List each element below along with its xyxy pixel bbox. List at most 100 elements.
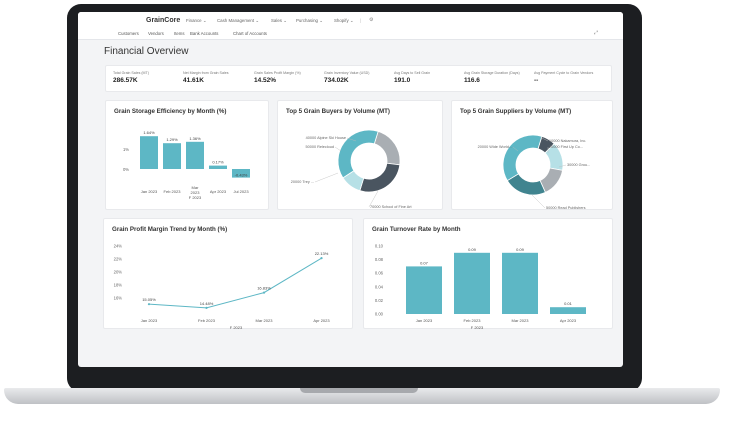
y-tick-label: 0.10 bbox=[375, 244, 384, 249]
y-tick-label: 0.06 bbox=[375, 271, 384, 276]
pie-slice bbox=[337, 129, 379, 179]
turnover-rate-chart: 0.10 0.08 0.06 0.04 0.02 0.00 0.07 Jan 2023 0.09… bbox=[375, 244, 586, 330]
y-tick-label: 1% bbox=[123, 147, 129, 152]
submenu-chart-of-accounts[interactable]: Chart of Accounts bbox=[233, 31, 267, 36]
bar bbox=[454, 252, 490, 314]
y-tick-label: 24% bbox=[114, 244, 123, 249]
y-tick-label: 20% bbox=[114, 270, 123, 275]
label-leader bbox=[334, 146, 342, 152]
chart-title: Grain Profit Margin Trend by Month (%) bbox=[112, 226, 228, 233]
top-buyers-card: Top 5 Grain Buyers by Volume (MT) 40000 … bbox=[277, 100, 443, 210]
y-tick-label: 0.00 bbox=[375, 312, 384, 317]
label-leader bbox=[368, 190, 379, 208]
submenu-customers[interactable]: Customers bbox=[118, 31, 139, 36]
data-label: -0.43% bbox=[235, 173, 248, 178]
bar bbox=[550, 307, 586, 314]
slice-label: 50000 Relecloud bbox=[306, 145, 335, 149]
bar bbox=[140, 136, 158, 169]
label-leader bbox=[558, 164, 567, 168]
chevron-down-icon: ⌄ bbox=[349, 18, 354, 23]
chevron-down-icon: ⌄ bbox=[283, 18, 287, 23]
data-label: 1.64% bbox=[143, 130, 155, 135]
data-point bbox=[147, 303, 151, 306]
top-suppliers-chart: 10000 Nakamura, Inc. 20000 Wide World... 2… bbox=[478, 134, 590, 210]
x-axis-sublabel: F 2023 bbox=[189, 195, 202, 200]
menu-finance[interactable]: Finance ⌄ bbox=[186, 18, 207, 23]
data-label: 1.36% bbox=[189, 136, 201, 141]
menu-purchasing[interactable]: Purchasing ⌄ bbox=[296, 18, 323, 23]
pie-slice bbox=[502, 134, 543, 182]
x-tick-label: Jan 2023 bbox=[141, 318, 158, 323]
slice-label: 20000 First Up Co... bbox=[549, 145, 583, 149]
bar bbox=[406, 266, 442, 314]
chart-title: Top 5 Grain Suppliers by Volume (MT) bbox=[460, 108, 572, 115]
slice-label: 40000 Alpine Ski House bbox=[306, 136, 346, 140]
menu-cash-management[interactable]: Cash Management ⌄ bbox=[217, 18, 260, 23]
label-leader bbox=[346, 137, 357, 142]
data-label: 15.05% bbox=[142, 297, 156, 302]
bar bbox=[209, 165, 227, 169]
label-leader bbox=[539, 136, 549, 142]
laptop-notch bbox=[300, 388, 418, 393]
turnover-rate-card: Grain Turnover Rate by Month 0.10 0.08 0.0… bbox=[363, 218, 613, 330]
top-buyers-chart: 40000 Alpine Ski House 50000 Relecloud 200… bbox=[291, 129, 413, 209]
chevron-down-icon: ⌄ bbox=[319, 18, 323, 23]
expand-icon[interactable]: ⤢ bbox=[594, 30, 599, 36]
data-point bbox=[205, 306, 208, 309]
brand-logo[interactable]: GrainCore bbox=[146, 17, 181, 24]
submenu-bank-accounts[interactable]: Bank Accounts bbox=[190, 31, 219, 36]
y-tick-label: 0.04 bbox=[375, 284, 384, 289]
kpi-storage-duration: Avg Grain Storage Duration (Days) 116.6 bbox=[464, 71, 520, 84]
menu-divider: | bbox=[360, 18, 362, 23]
series-line bbox=[148, 257, 322, 309]
kpi-days-to-sell: Avg Days to Sell Grain 191.0 bbox=[394, 71, 431, 84]
submenu-items[interactable]: Items bbox=[174, 31, 185, 36]
y-tick-label: 0.08 bbox=[375, 257, 384, 262]
data-point bbox=[320, 257, 323, 260]
data-label: 14.48% bbox=[200, 301, 214, 306]
slice-label: 20000 Wide World... bbox=[478, 145, 512, 149]
chart-title: Grain Storage Efficiency by Month (%) bbox=[114, 108, 227, 115]
kpi-profit-margin: Grain Sales Profit Margin (%) 14.52% bbox=[254, 71, 301, 84]
label-leader bbox=[531, 194, 546, 209]
x-axis-sublabel: F 2023 bbox=[230, 325, 243, 330]
storage-efficiency-chart: 1% 0% 1.64% Jan 2023 1.29% Feb 2023 1.36% Mar20… bbox=[123, 130, 250, 200]
slice-label: 10000 Nakamura, Inc. bbox=[549, 139, 586, 143]
y-tick-label: 16% bbox=[114, 296, 123, 301]
x-tick-label: Mar bbox=[192, 185, 200, 190]
x-tick-label: Mar 2023 bbox=[256, 318, 274, 323]
data-label: 0.01 bbox=[564, 301, 573, 306]
bar bbox=[186, 141, 204, 169]
pie-slice bbox=[359, 162, 401, 193]
page-title: Financial Overview bbox=[104, 46, 189, 57]
settings-icon[interactable]: ⚙ bbox=[369, 17, 374, 23]
slice-label: 20000 Trey ... bbox=[291, 180, 314, 184]
chart-title: Grain Turnover Rate by Month bbox=[372, 226, 461, 233]
top-suppliers-card: Top 5 Grain Suppliers by Volume (MT) 100… bbox=[451, 100, 613, 210]
laptop-base bbox=[4, 388, 720, 404]
kpi-total-grain-sales: Total Grain Sales (MT) 286.57K bbox=[113, 71, 149, 84]
data-point bbox=[262, 291, 266, 294]
kpi-strip: Total Grain Sales (MT) 286.57K Net Margin… bbox=[105, 65, 612, 92]
y-tick-label: 18% bbox=[114, 283, 123, 288]
submenu-vendors[interactable]: Vendors bbox=[148, 31, 164, 36]
x-tick-label: Jul 2023 bbox=[233, 189, 249, 194]
slice-label: 50000 Read Publishers bbox=[546, 206, 586, 210]
kpi-net-margin: Net Margin from Grain Sales 41.61K bbox=[183, 71, 229, 84]
data-label: 0.09 bbox=[468, 247, 477, 252]
menu-shopify[interactable]: Shopify ⌄ bbox=[334, 18, 354, 23]
slice-label: 70000 School of Fine Art bbox=[370, 205, 413, 209]
menu-sales[interactable]: Sales ⌄ bbox=[271, 18, 287, 23]
data-label: 0.09 bbox=[516, 247, 525, 252]
kpi-payment-cycle: Avg Payment Cycle to Grain Vendors -- bbox=[534, 71, 594, 84]
pie-slice bbox=[373, 130, 401, 166]
app-screen: GrainCore Finance ⌄ Cash Management ⌄ Sa… bbox=[78, 12, 623, 367]
label-leader bbox=[314, 172, 339, 183]
x-axis-sublabel: F 2023 bbox=[471, 325, 484, 330]
y-tick-label: 0% bbox=[123, 167, 129, 172]
x-tick-label: Apr 2023 bbox=[313, 318, 330, 323]
kpi-inventory-value: Grain Inventory Value (USD) 734.02K bbox=[324, 71, 370, 84]
bar bbox=[232, 169, 250, 178]
x-tick-label: Apr 2023 bbox=[560, 318, 577, 323]
x-tick-label: Feb 2023 bbox=[464, 318, 482, 323]
